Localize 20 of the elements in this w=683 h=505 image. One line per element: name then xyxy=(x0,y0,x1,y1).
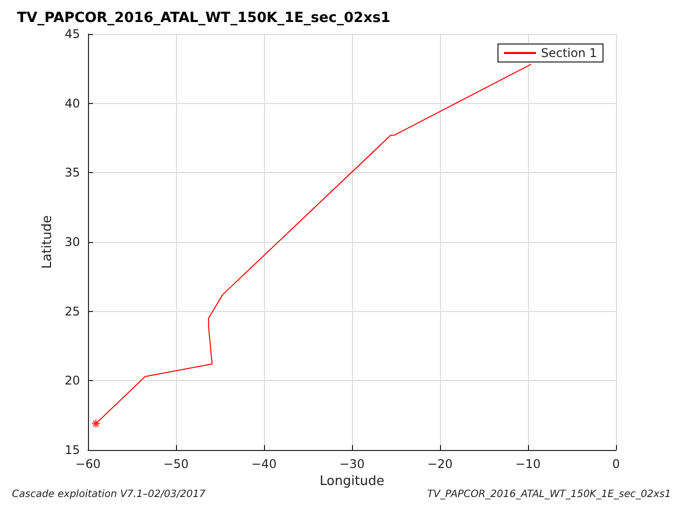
y-tick-label: 20 xyxy=(64,374,80,388)
x-tick-label: −10 xyxy=(515,457,541,471)
text: Cascade exploitation V7.1–02/03/2017 xyxy=(12,489,206,500)
y-tick-label: 15 xyxy=(64,443,80,457)
y-tick-label: 25 xyxy=(64,304,80,318)
y-tick-label: 45 xyxy=(64,27,80,41)
x-tick-label: −60 xyxy=(75,457,101,471)
y-tick-label: 40 xyxy=(64,96,80,110)
chart-title: TV_PAPCOR_2016_ATAL_WT_150K_1E_sec_02xs1 xyxy=(17,10,390,26)
x-tick-label: −50 xyxy=(163,457,189,471)
text: TV_PAPCOR_2016_ATAL_WT_150K_1E_sec_02xs1 xyxy=(427,489,671,500)
x-axis-title: Longitude xyxy=(320,474,384,489)
x-tick-label: −20 xyxy=(427,457,453,471)
x-tick-label: 0 xyxy=(612,457,620,471)
y-axis-title: Latitude xyxy=(40,215,55,269)
legend-label: Section 1 xyxy=(540,46,598,60)
x-tick-label: −40 xyxy=(251,457,277,471)
x-tick-label: −30 xyxy=(339,457,365,471)
y-tick-label: 30 xyxy=(64,235,80,249)
y-tick-label: 35 xyxy=(64,166,80,180)
